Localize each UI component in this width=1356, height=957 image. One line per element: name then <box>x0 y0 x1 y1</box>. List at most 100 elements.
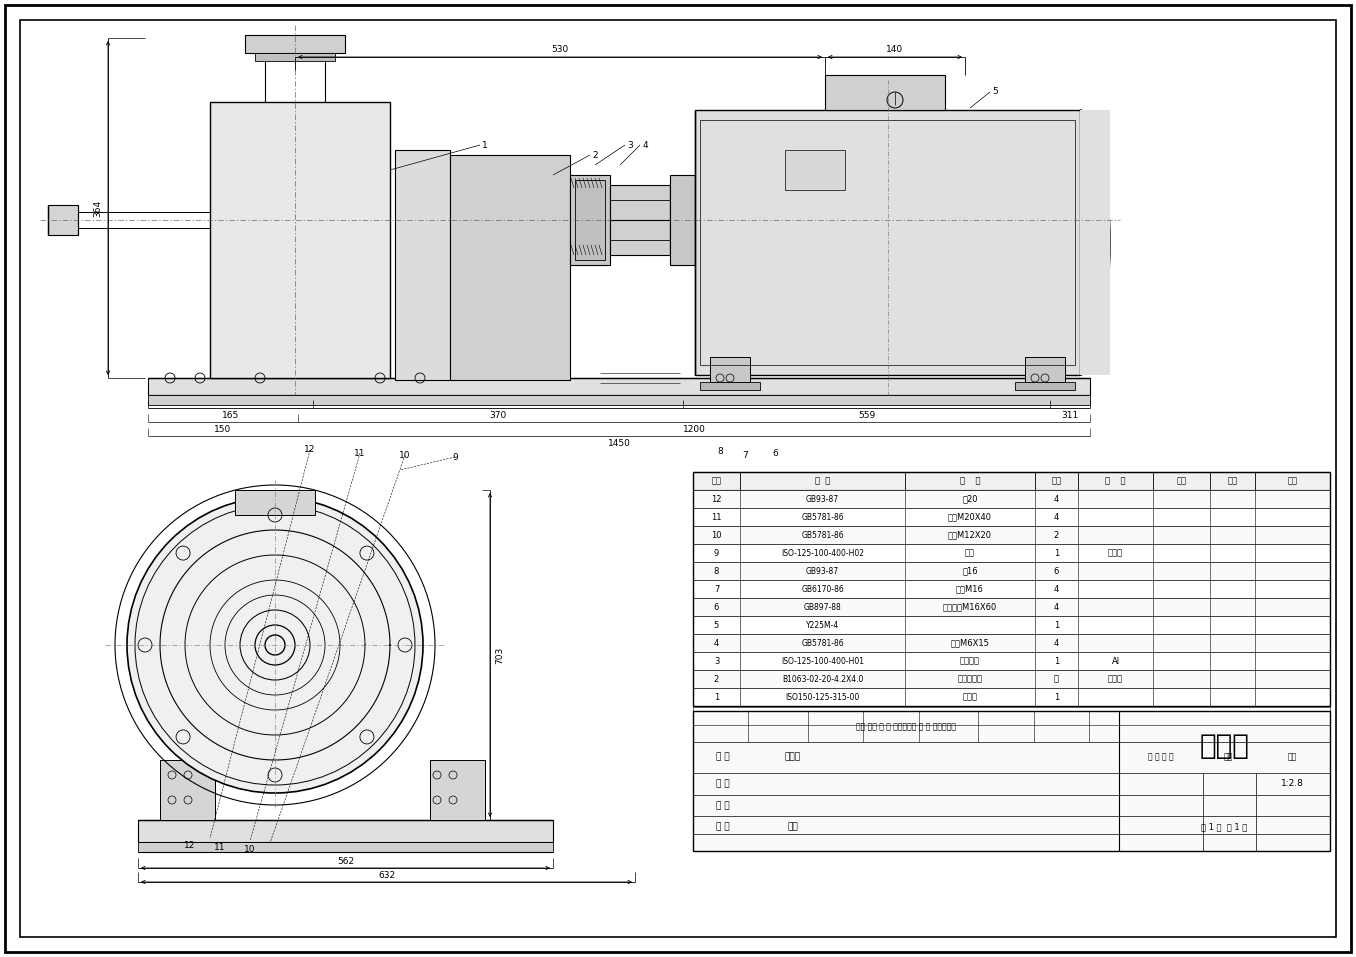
Bar <box>693 544 1330 562</box>
Text: Al: Al <box>1112 657 1120 665</box>
Bar <box>693 634 1330 652</box>
Text: GB5781-86: GB5781-86 <box>801 638 843 648</box>
Text: 制 图: 制 图 <box>716 779 730 789</box>
Bar <box>693 508 1330 526</box>
Bar <box>570 175 610 265</box>
Text: 2: 2 <box>713 675 719 683</box>
Text: GB93-87: GB93-87 <box>805 567 839 575</box>
Text: 6: 6 <box>713 603 719 612</box>
Bar <box>693 688 1330 706</box>
Text: 4: 4 <box>1054 585 1059 593</box>
Text: 4: 4 <box>713 638 719 648</box>
Bar <box>693 580 1330 598</box>
Text: 螺栓M12X20: 螺栓M12X20 <box>948 530 993 540</box>
Text: 单重: 单重 <box>1177 477 1186 485</box>
Text: 1:2.8: 1:2.8 <box>1280 779 1303 789</box>
Text: 比例: 比例 <box>1287 753 1296 762</box>
Text: 11: 11 <box>214 843 225 853</box>
Text: 559: 559 <box>858 411 875 419</box>
Text: GB6170-86: GB6170-86 <box>801 585 843 593</box>
Bar <box>693 652 1330 670</box>
Bar <box>700 120 1075 365</box>
Bar <box>450 155 570 380</box>
Bar <box>210 102 391 378</box>
Bar <box>47 205 79 235</box>
Text: 1: 1 <box>1054 693 1059 701</box>
Text: 3: 3 <box>713 657 719 665</box>
Bar <box>693 472 1330 706</box>
Bar <box>1079 110 1111 375</box>
Bar <box>395 150 450 380</box>
Text: 12: 12 <box>184 840 195 850</box>
Text: 632: 632 <box>378 871 395 879</box>
Bar <box>693 490 1330 508</box>
Bar <box>693 526 1330 544</box>
Bar <box>693 711 1330 851</box>
Bar <box>693 598 1330 616</box>
Text: 1: 1 <box>1054 548 1059 558</box>
Bar <box>824 75 945 110</box>
Text: 7: 7 <box>713 585 719 593</box>
Bar <box>1025 357 1064 382</box>
Text: 弹簧件: 弹簧件 <box>1108 548 1123 558</box>
Text: 4: 4 <box>1054 638 1059 648</box>
Bar <box>693 562 1330 580</box>
Text: 10: 10 <box>244 845 256 855</box>
Text: 2: 2 <box>1054 530 1059 540</box>
Text: 364: 364 <box>94 199 103 216</box>
Text: 序号: 序号 <box>712 477 721 485</box>
Bar <box>148 378 1090 395</box>
Bar <box>160 760 216 820</box>
Bar <box>610 185 670 255</box>
Text: 311: 311 <box>1062 411 1078 419</box>
Text: 165: 165 <box>222 411 239 419</box>
Text: 12: 12 <box>712 495 721 503</box>
Text: 4: 4 <box>1054 495 1059 503</box>
Bar <box>245 35 344 53</box>
Text: 1: 1 <box>1054 657 1059 665</box>
Text: 代  号: 代 号 <box>815 477 830 485</box>
Text: 6: 6 <box>772 449 778 457</box>
Text: 1200: 1200 <box>682 425 705 434</box>
Text: 4: 4 <box>643 141 648 149</box>
Text: 双头螺柱M16X60: 双头螺柱M16X60 <box>942 603 997 612</box>
Bar <box>1016 382 1075 390</box>
Text: ISO-125-100-400-H01: ISO-125-100-400-H01 <box>781 657 864 665</box>
Text: 标记 处数 分 区 更改文件号 签 名 年、月、日: 标记 处数 分 区 更改文件号 签 名 年、月、日 <box>856 722 956 731</box>
Text: GB5781-86: GB5781-86 <box>801 513 843 522</box>
Text: 螺栓M6X15: 螺栓M6X15 <box>951 638 990 648</box>
Text: 12: 12 <box>304 446 316 455</box>
Text: 3: 3 <box>626 141 633 149</box>
Text: GB5781-86: GB5781-86 <box>801 530 843 540</box>
Text: 标准化: 标准化 <box>785 753 801 762</box>
Text: 703: 703 <box>495 646 504 663</box>
Bar <box>138 820 553 842</box>
Text: 8: 8 <box>717 448 723 456</box>
Text: 名    称: 名 称 <box>960 477 980 485</box>
Text: 150: 150 <box>214 425 232 434</box>
Text: 1: 1 <box>1054 620 1059 630</box>
Text: 审 核: 审 核 <box>716 802 730 811</box>
Circle shape <box>127 497 423 793</box>
Bar <box>693 707 1330 725</box>
Text: 562: 562 <box>336 857 354 865</box>
Text: 7: 7 <box>742 451 749 459</box>
Bar <box>148 395 1090 405</box>
Text: ISO150-125-315-00: ISO150-125-315-00 <box>785 693 860 701</box>
Text: 4: 4 <box>1054 603 1059 612</box>
Text: 机架部单: 机架部单 <box>960 657 980 665</box>
Text: 螺母M16: 螺母M16 <box>956 585 984 593</box>
Text: 5: 5 <box>993 87 998 97</box>
Text: 370: 370 <box>490 411 507 419</box>
Text: 组: 组 <box>1054 675 1059 683</box>
Text: 4: 4 <box>1054 513 1059 522</box>
Text: 泵主机: 泵主机 <box>963 693 978 701</box>
Text: 设 计: 设 计 <box>716 753 730 762</box>
Bar <box>785 150 845 190</box>
Bar <box>693 670 1330 688</box>
Text: 1: 1 <box>483 141 488 149</box>
Text: 10: 10 <box>712 530 721 540</box>
Text: 2: 2 <box>593 150 598 160</box>
Text: GB897-88: GB897-88 <box>804 603 841 612</box>
Text: 螺栓M20X40: 螺栓M20X40 <box>948 513 993 522</box>
